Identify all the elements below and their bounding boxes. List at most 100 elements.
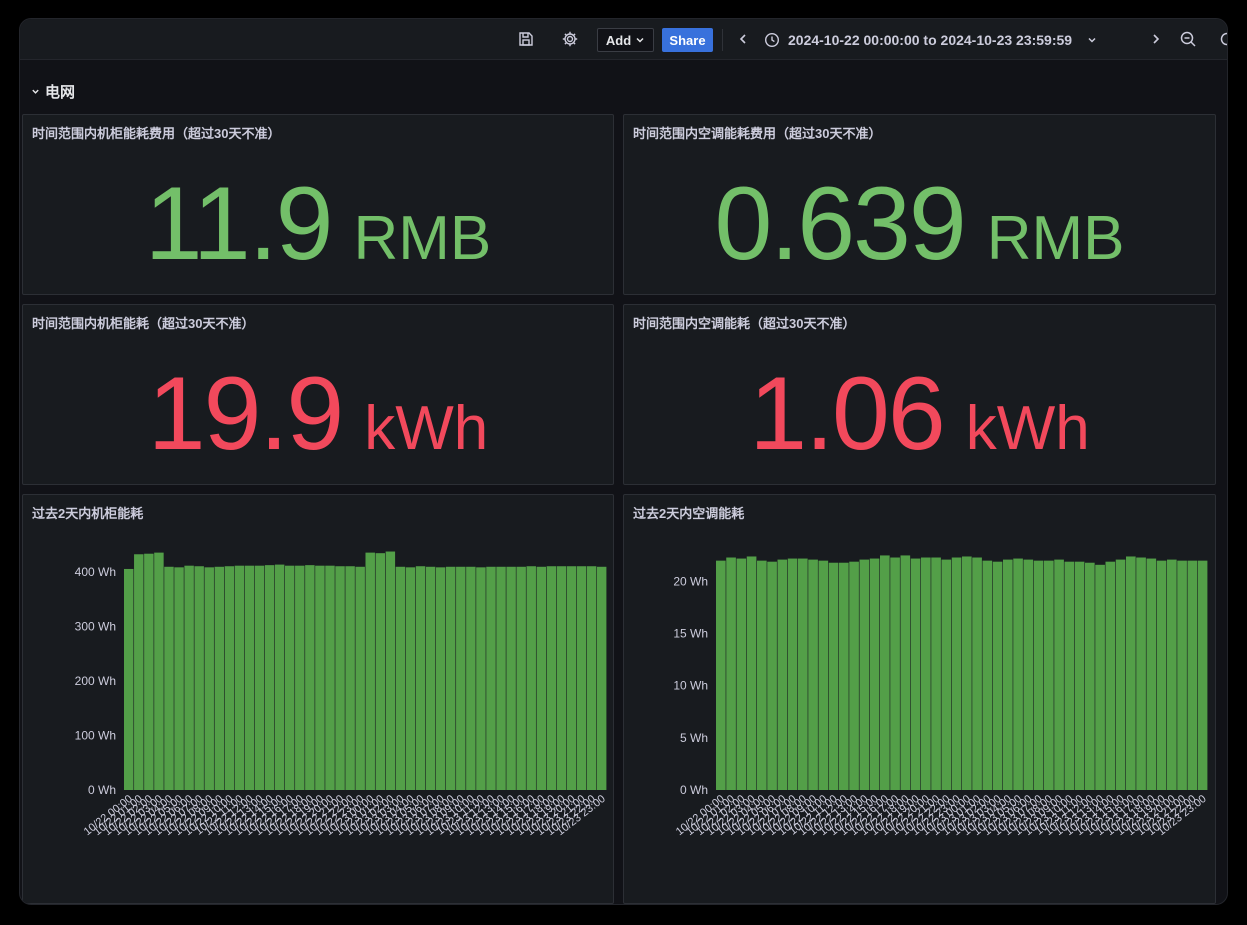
chart-bar[interactable]	[536, 566, 547, 790]
chart-bar[interactable]	[880, 555, 890, 790]
chart-bar[interactable]	[982, 560, 993, 790]
chart-bar[interactable]	[1136, 557, 1146, 790]
chart-bar[interactable]	[972, 557, 982, 790]
chart-bar[interactable]	[425, 566, 436, 790]
row-title-collapse[interactable]: 电网	[31, 81, 75, 102]
chart-bar[interactable]	[486, 566, 496, 790]
chart-bar[interactable]	[746, 556, 757, 790]
chart-bar[interactable]	[1146, 558, 1157, 790]
chart-bar[interactable]	[556, 566, 567, 790]
chart-bar[interactable]	[174, 567, 184, 790]
chart-bar[interactable]	[405, 567, 416, 790]
chart-bar[interactable]	[285, 565, 295, 790]
chart-bar[interactable]	[1085, 562, 1095, 790]
chart-bar[interactable]	[931, 557, 941, 790]
chart-bar[interactable]	[325, 565, 335, 790]
chart-bar[interactable]	[1064, 561, 1075, 790]
chart-bar[interactable]	[496, 566, 506, 790]
chart-bar[interactable]	[828, 562, 839, 790]
chart-bar[interactable]	[1197, 560, 1208, 790]
chart-bar[interactable]	[295, 565, 305, 790]
chart-bar[interactable]	[355, 566, 365, 790]
share-button[interactable]: Share	[662, 28, 713, 52]
chart-bar[interactable]	[415, 566, 426, 790]
chart-bar[interactable]	[395, 566, 406, 790]
save-icon[interactable]	[517, 30, 535, 48]
chart-bar[interactable]	[305, 565, 315, 790]
chart-bar[interactable]	[921, 557, 931, 790]
chart-bar[interactable]	[566, 566, 577, 790]
chart-bar[interactable]	[716, 560, 726, 790]
chart-bar[interactable]	[1095, 564, 1105, 790]
chart-bar[interactable]	[274, 564, 285, 790]
chart-bar[interactable]	[234, 565, 245, 790]
chart-bar[interactable]	[869, 558, 880, 790]
chart-bar[interactable]	[849, 561, 859, 790]
chart-bar[interactable]	[154, 552, 164, 790]
chart-bar[interactable]	[1167, 559, 1177, 790]
chart-bar[interactable]	[818, 560, 829, 790]
chart-bar[interactable]	[1033, 560, 1044, 790]
chart-bar[interactable]	[1187, 560, 1198, 790]
chart-bar[interactable]	[506, 566, 516, 790]
chart-bar[interactable]	[586, 566, 597, 790]
add-button[interactable]: Add	[597, 28, 654, 52]
chart-bar[interactable]	[1156, 560, 1167, 790]
chart-bar[interactable]	[194, 566, 204, 790]
refresh-icon[interactable]	[1218, 30, 1227, 48]
chart-bar[interactable]	[244, 565, 255, 790]
chart-bar[interactable]	[726, 557, 736, 790]
chart-bar[interactable]	[144, 553, 154, 790]
chart-bar[interactable]	[124, 568, 134, 790]
chart-bar[interactable]	[315, 565, 325, 790]
chart-bar[interactable]	[264, 565, 275, 790]
chart-bar[interactable]	[466, 566, 476, 790]
chart-bar[interactable]	[375, 553, 386, 790]
chart-bar[interactable]	[1126, 556, 1136, 790]
chart-bar[interactable]	[798, 558, 808, 790]
chart-bar[interactable]	[941, 559, 952, 790]
chart-bar[interactable]	[890, 557, 900, 790]
chart-bar[interactable]	[808, 559, 818, 790]
chart-bar[interactable]	[134, 554, 144, 790]
chart-bar[interactable]	[992, 561, 1003, 790]
chart-bar[interactable]	[951, 557, 962, 790]
chart-bar[interactable]	[962, 556, 972, 790]
chart-bar[interactable]	[476, 567, 486, 790]
chart-bar[interactable]	[204, 567, 214, 790]
chart-bar[interactable]	[767, 561, 777, 790]
chart-bar[interactable]	[859, 559, 870, 790]
chart-bar[interactable]	[1003, 559, 1013, 790]
chart-bar[interactable]	[345, 566, 355, 790]
chevron-left-icon[interactable]	[734, 30, 752, 48]
chart-bar[interactable]	[456, 566, 466, 790]
chart-bar[interactable]	[385, 551, 396, 790]
time-range-picker[interactable]: 2024-10-22 00:00:00 to 2024-10-23 23:59:…	[764, 29, 1098, 51]
chart-bar[interactable]	[787, 558, 798, 790]
chart-bar[interactable]	[546, 566, 557, 790]
chart-bar[interactable]	[777, 559, 788, 790]
chart-bar[interactable]	[1074, 561, 1085, 790]
chart-bar[interactable]	[435, 567, 446, 790]
chart-bar[interactable]	[446, 566, 456, 790]
chart-bar[interactable]	[1023, 559, 1034, 790]
chart-bar[interactable]	[254, 565, 265, 790]
chart-bar[interactable]	[757, 560, 767, 790]
chart-bar[interactable]	[1105, 561, 1116, 790]
chart-bar[interactable]	[214, 566, 225, 790]
chart-bar[interactable]	[1013, 558, 1023, 790]
chart-bar[interactable]	[576, 566, 587, 790]
chart-bar[interactable]	[365, 552, 375, 790]
chart-bar[interactable]	[900, 555, 911, 790]
zoom-out-icon[interactable]	[1179, 30, 1197, 48]
chart-bar[interactable]	[335, 566, 345, 790]
chart-bar[interactable]	[1115, 559, 1126, 790]
chart-bar[interactable]	[1044, 560, 1054, 790]
chart-bar[interactable]	[596, 566, 607, 790]
chevron-right-icon[interactable]	[1147, 30, 1165, 48]
gear-icon[interactable]	[561, 30, 579, 48]
chart-bar[interactable]	[184, 565, 194, 790]
chart-bar[interactable]	[516, 566, 526, 790]
chart-bar[interactable]	[910, 558, 921, 790]
chart-bar[interactable]	[526, 566, 536, 790]
